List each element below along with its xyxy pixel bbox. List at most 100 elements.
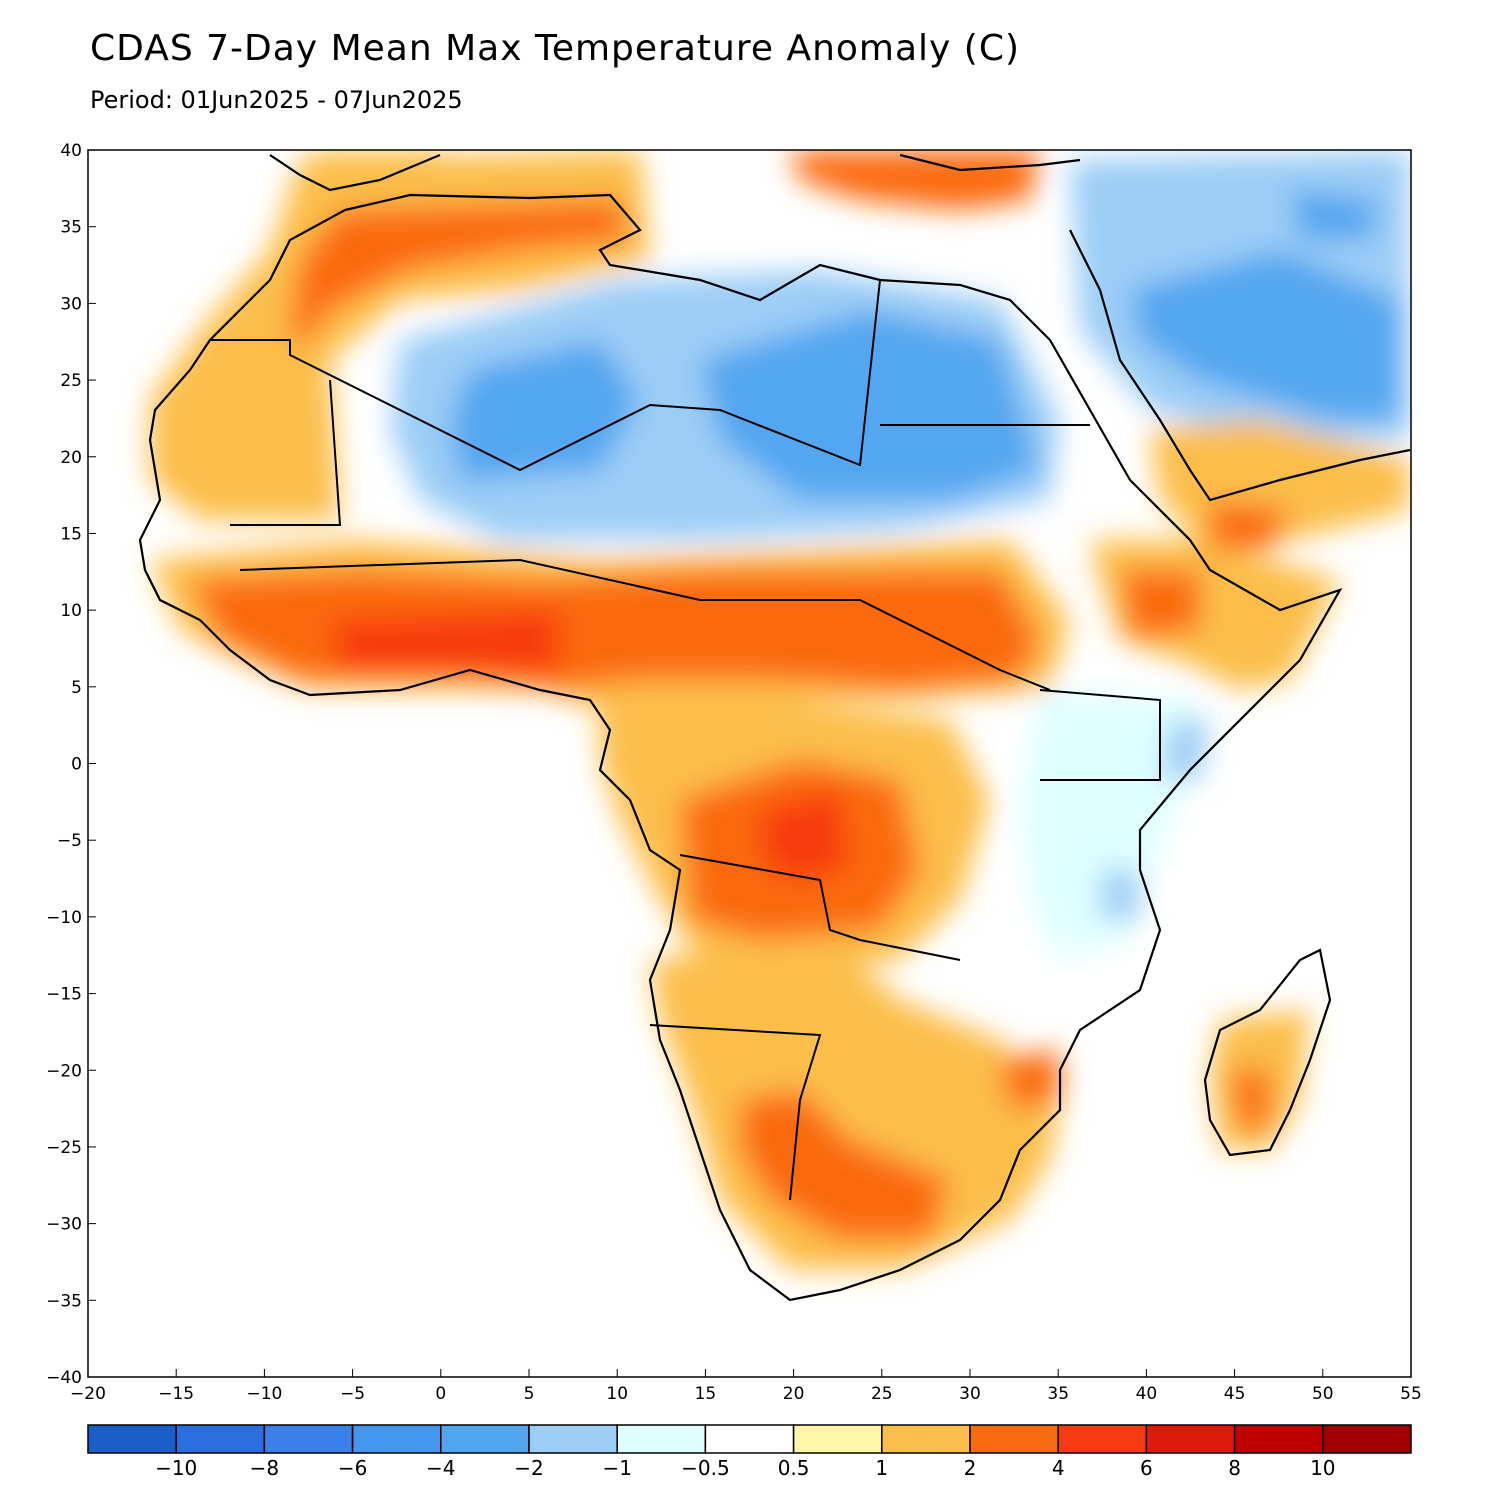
anomaly-cool-iran-med: [1290, 190, 1380, 240]
lon-tick-label: 10: [606, 1384, 628, 1404]
anomaly-veryhot-guinea: [330, 610, 560, 670]
anomaly-hot-southern: [740, 1090, 950, 1240]
anomaly-field: [150, 150, 1410, 1270]
anomaly-cool-arabia-med: [1130, 250, 1400, 420]
africa-coastline: [138, 193, 1343, 1302]
lat-tick-label: −10: [46, 908, 82, 928]
colorbar-swatch: [969, 1424, 1059, 1454]
colorbar-label: 0.5: [778, 1456, 810, 1480]
colorbar-label: 6: [1140, 1456, 1153, 1480]
colorbar-label: 8: [1228, 1456, 1241, 1480]
colorbar-swatch: [1145, 1424, 1236, 1454]
anomaly-warm-southern: [650, 940, 1060, 1270]
lat-tick-label: 10: [60, 601, 82, 621]
lat-tick-label: 0: [71, 755, 82, 775]
lon-tick-label: 0: [435, 1384, 446, 1404]
anomaly-hot-mozambique: [1000, 1050, 1060, 1110]
anomaly-cool-somalia: [1160, 720, 1210, 780]
anomaly-hot-sahel: [190, 570, 1040, 690]
colorbar-swatch: [792, 1424, 883, 1454]
arabia-coastline: [1069, 229, 1411, 502]
lat-tick-label: 5: [71, 678, 82, 698]
colorbar-swatch: [881, 1424, 971, 1454]
border-east: [1039, 689, 1161, 781]
colorbar-swatch: [351, 1424, 442, 1454]
lat-tick-label: 40: [60, 141, 82, 161]
colorbar-label: −2: [514, 1456, 543, 1480]
lat-tick-label: −25: [46, 1138, 82, 1158]
anomaly-hot-madagascar: [1230, 1070, 1270, 1130]
lat-tick-label: 15: [60, 524, 82, 544]
border-southern: [649, 1024, 822, 1201]
border-sahel: [239, 558, 1051, 691]
country-borders: [210, 279, 1161, 1201]
colorbar-label: −0.5: [681, 1456, 730, 1480]
lon-tick-label: 15: [695, 1384, 717, 1404]
colorbar-label: 1: [875, 1456, 888, 1480]
colorbar-swatch: [704, 1424, 795, 1454]
colorbar-swatch: [616, 1424, 707, 1454]
lon-tick-label: 35: [1047, 1384, 1069, 1404]
coastlines: [138, 153, 1411, 1302]
anomaly-hot-greece-turkey: [790, 150, 1040, 210]
lon-tick-label: 50: [1312, 1384, 1334, 1404]
lon-tick-label: 20: [783, 1384, 805, 1404]
anomaly-cool-eastafrica: [1020, 690, 1200, 960]
lon-tick-label: −5: [340, 1384, 365, 1404]
turkey-coastline: [899, 153, 1081, 172]
lon-tick-label: 55: [1400, 1384, 1422, 1404]
anomaly-warm-wsahara: [150, 360, 340, 520]
lat-tick-label: −5: [57, 831, 82, 851]
lat-tick-label: −40: [46, 1368, 82, 1388]
colorbar-label: −4: [426, 1456, 455, 1480]
anomaly-cool-sahara-med: [450, 340, 640, 480]
lon-tick-label: 25: [871, 1384, 893, 1404]
colorbar-label: 2: [964, 1456, 977, 1480]
lat-tick-label: −20: [46, 1061, 82, 1081]
colorbar-swatch: [528, 1424, 618, 1454]
chart-title: CDAS 7-Day Mean Max Temperature Anomaly …: [90, 28, 1021, 69]
lat-tick-label: 20: [60, 448, 82, 468]
colorbar-swatch: [175, 1424, 266, 1454]
colorbar-label: −1: [602, 1456, 631, 1480]
lon-tick-label: 45: [1224, 1384, 1246, 1404]
colorbar-swatch: [1233, 1424, 1324, 1454]
colorbar-swatch: [87, 1424, 177, 1454]
colorbar-label: 4: [1052, 1456, 1065, 1480]
colorbar-label: −10: [155, 1456, 197, 1480]
colorbar-swatch: [1057, 1424, 1148, 1454]
lon-tick-label: −10: [246, 1384, 282, 1404]
border-congo: [679, 854, 961, 961]
colorbar: −10 −8 −6 −4 −2 −1 −0.5 0.5 1 2 4 6 8 10: [87, 1424, 1412, 1480]
lon-tick-label: −15: [158, 1384, 194, 1404]
anomaly-hot-yemen: [1210, 500, 1290, 550]
border-mauritania-mali: [230, 379, 342, 526]
lat-tick-label: −15: [46, 985, 82, 1005]
anomaly-cool-libya-med: [700, 310, 1040, 500]
border-sahara-west: [210, 279, 881, 472]
lon-tick-label: 5: [524, 1384, 535, 1404]
lon-tick-label: −20: [70, 1384, 106, 1404]
colorbar-label: 10: [1310, 1456, 1335, 1480]
lat-tick-label: −35: [46, 1291, 82, 1311]
anomaly-cool-tanzania: [1100, 870, 1140, 920]
lat-tick-label: 30: [60, 294, 82, 314]
anomaly-hot-ethiopia: [1120, 570, 1200, 640]
lat-tick-label: 35: [60, 218, 82, 238]
colorbar-swatch: [263, 1424, 354, 1454]
lat-tick-label: 25: [60, 371, 82, 391]
colorbar-label: −8: [250, 1456, 279, 1480]
europe-coastline: [269, 153, 441, 192]
anomaly-hot-maghreb: [290, 200, 630, 350]
colorbar-label: −6: [338, 1456, 367, 1480]
period-subtitle: Period: 01Jun2025 - 07Jun2025: [90, 86, 463, 114]
lon-tick-label: 30: [959, 1384, 981, 1404]
axis-ticks: −20 −15 −10 −5 0 5 10 15 20 25 30 35 40 45 50 55−40−35−…: [46, 141, 1422, 1404]
madagascar-coastline: [1203, 948, 1332, 1157]
lat-tick-label: −30: [46, 1215, 82, 1235]
anomaly-veryhot-congo: [760, 790, 850, 880]
colorbar-swatch: [440, 1424, 530, 1454]
colorbar-swatch: [1322, 1424, 1412, 1454]
lon-tick-label: 40: [1136, 1384, 1158, 1404]
